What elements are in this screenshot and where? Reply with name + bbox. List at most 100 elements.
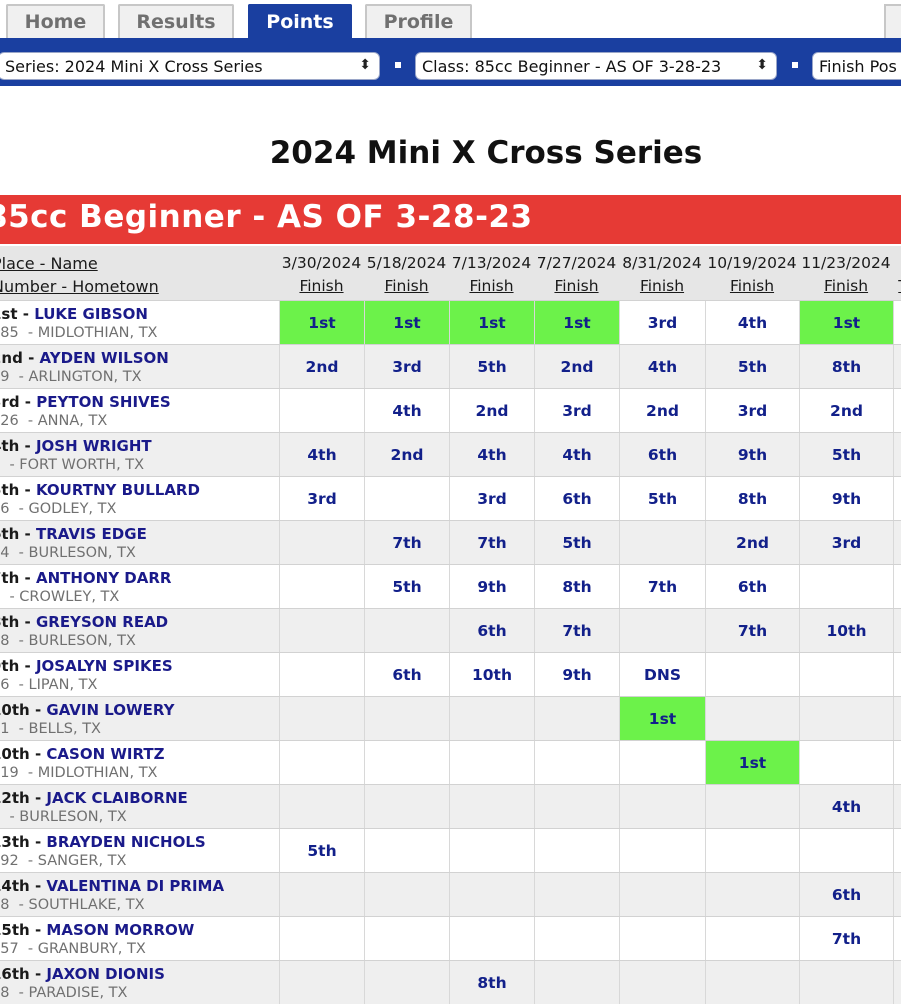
finish-cell	[364, 741, 449, 784]
rider-place: 2nd	[0, 349, 23, 367]
class-select[interactable]: Class: 85cc Beginner - AS OF 3-28-23 ⬍	[415, 52, 777, 80]
finish-cell: 4th	[799, 785, 893, 828]
name-column-header[interactable]: Place - Name Number - Hometown	[0, 252, 159, 298]
column-label[interactable]: Finish	[364, 275, 449, 298]
rider-number-hometown: 792 - SANGER, TX	[0, 852, 206, 871]
select-arrows-icon: ⬍	[359, 57, 371, 73]
rider-number-hometown: 819 - MIDLOTHIAN, TX	[0, 764, 164, 783]
column-label[interactable]: Finish	[279, 275, 364, 298]
rider-name-link[interactable]: KOURTNY BULLARD	[36, 481, 200, 499]
finish-position-select[interactable]: Finish Pos	[812, 52, 901, 80]
rider-name-link[interactable]: JAXON DIONIS	[46, 965, 164, 983]
finish-cell-winner: 1st	[364, 301, 449, 344]
finish-cell: 5th	[279, 829, 364, 872]
finish-cell	[364, 961, 449, 1004]
tab-home[interactable]: Home	[6, 4, 105, 38]
rider-info: 13th - BRAYDEN NICHOLS792 - SANGER, TX	[0, 833, 206, 871]
series-select[interactable]: Series: 2024 Mini X Cross Series ⬍	[0, 52, 380, 80]
rider-name-link[interactable]: VALENTINA DI PRIMA	[46, 877, 224, 895]
rider-hometown: GODLEY, TX	[29, 501, 117, 517]
finish-cell: 6th	[364, 653, 449, 696]
rider-name-link[interactable]: AYDEN WILSON	[40, 349, 169, 367]
rider-hometown: BURLESON, TX	[29, 633, 136, 649]
table-row: 4th - JOSH WRIGHT6 - FORT WORTH, TX4th2n…	[0, 432, 901, 476]
finish-cell-overflow	[893, 697, 901, 740]
rider-name-link[interactable]: PEYTON SHIVES	[36, 393, 170, 411]
finish-cell: 8th	[449, 961, 534, 1004]
rider-name-link[interactable]: JACK CLAIBORNE	[46, 789, 187, 807]
rider-number-hometown: 7 - BURLESON, TX	[0, 808, 188, 827]
number-hometown-header[interactable]: Number - Hometown	[0, 275, 159, 298]
next-column-header[interactable]: T	[893, 275, 901, 298]
finish-cell: 9th	[449, 565, 534, 608]
finish-cell	[279, 653, 364, 696]
finish-cell	[619, 609, 705, 652]
rider-line: 9th - JOSALYN SPIKES	[0, 657, 173, 676]
finish-cell-winner: 1st	[534, 301, 619, 344]
rider-number-hometown: 98 - PARADISE, TX	[0, 984, 165, 1003]
column-label[interactable]: Finish	[619, 275, 705, 298]
tab-results[interactable]: Results	[118, 4, 234, 38]
rider-name-link[interactable]: LUKE GIBSON	[34, 305, 148, 323]
tab-points[interactable]: Points	[248, 4, 352, 38]
finish-cell	[449, 697, 534, 740]
rider-name-link[interactable]: TRAVIS EDGE	[36, 525, 147, 543]
rider-name-link[interactable]: CASON WIRTZ	[46, 745, 164, 763]
finish-cell-overflow	[893, 609, 901, 652]
finish-cell	[449, 873, 534, 916]
column-date: 11/23/2024	[799, 252, 893, 275]
finish-cell: 7th	[449, 521, 534, 564]
rider-hometown: MIDLOTHIAN, TX	[38, 325, 158, 341]
finish-cell: 9th	[799, 477, 893, 520]
rider-name-link[interactable]: BRAYDEN NICHOLS	[46, 833, 205, 851]
finish-cell: 3rd	[534, 389, 619, 432]
column-label[interactable]: Finish	[449, 275, 534, 298]
finish-cell	[449, 785, 534, 828]
separator-dot	[792, 62, 798, 68]
table-row: 5th - KOURTNY BULLARD76 - GODLEY, TX3rd3…	[0, 476, 901, 520]
finish-cell	[799, 961, 893, 1004]
column-label[interactable]: Finish	[799, 275, 893, 298]
rider-name-link[interactable]: MASON MORROW	[46, 921, 194, 939]
rider-number-hometown: 185 - MIDLOTHIAN, TX	[0, 324, 158, 343]
finish-cell: 7th	[534, 609, 619, 652]
finish-cell: 9th	[534, 653, 619, 696]
finish-cell: 3rd	[279, 477, 364, 520]
finish-cell	[799, 697, 893, 740]
finish-cell: 8th	[799, 345, 893, 388]
finish-cell-overflow	[893, 961, 901, 1004]
class-select-value: Class: 85cc Beginner - AS OF 3-28-23	[422, 57, 721, 76]
place-name-header[interactable]: Place - Name	[0, 252, 159, 275]
rider-place: 10th	[0, 701, 30, 719]
column-label[interactable]: Finish	[705, 275, 799, 298]
rider-name-link[interactable]: GAVIN LOWERY	[46, 701, 174, 719]
rider-name-link[interactable]: JOSH WRIGHT	[36, 437, 152, 455]
rider-line: 4th - JOSH WRIGHT	[0, 437, 152, 456]
table-row: 13th - BRAYDEN NICHOLS792 - SANGER, TX 5t…	[0, 828, 901, 872]
column-label[interactable]: Finish	[534, 275, 619, 298]
rider-line: 2nd - AYDEN WILSON	[0, 349, 169, 368]
points-table: Place - Name Number - Hometown 3/30/2024…	[0, 246, 901, 1004]
finish-cell	[705, 653, 799, 696]
rider-name-link[interactable]: ANTHONY DARR	[36, 569, 172, 587]
finish-cell	[705, 829, 799, 872]
finish-cell	[619, 521, 705, 564]
finish-cell-overflow	[893, 345, 901, 388]
rider-place: 8th	[0, 613, 19, 631]
finish-cell: 4th	[705, 301, 799, 344]
tab-profile[interactable]: Profile	[365, 4, 472, 38]
rider-name-link[interactable]: GREYSON READ	[36, 613, 168, 631]
finish-cell-winner: 1st	[279, 301, 364, 344]
rider-hometown: MIDLOTHIAN, TX	[38, 765, 158, 781]
rider-place: 7th	[0, 569, 19, 587]
rider-name-link[interactable]: JOSALYN SPIKES	[36, 657, 173, 675]
